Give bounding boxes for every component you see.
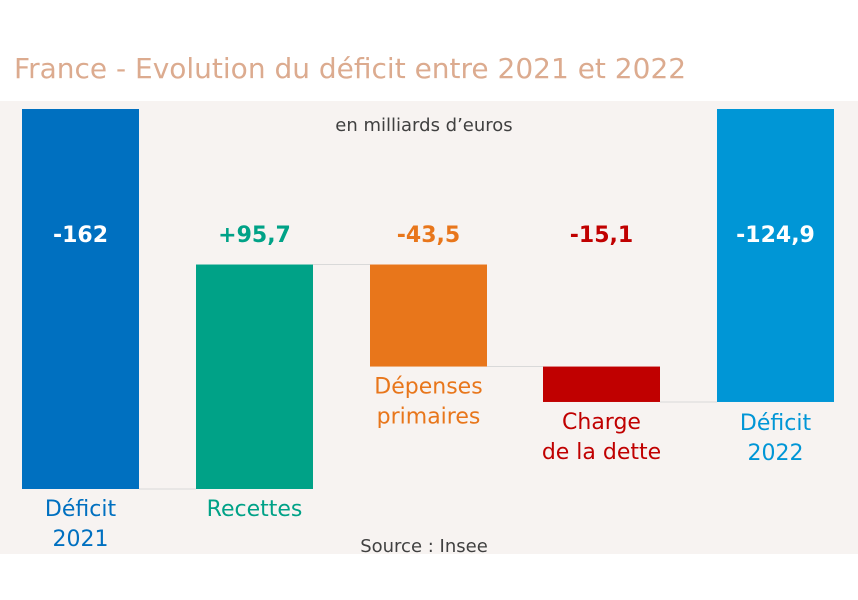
category-label-1-line-1: Déficit (45, 497, 117, 522)
category-label-2-line-1: Recettes (207, 497, 303, 522)
value-labels-group: -162 +95,7 -43,5 -15,1 -124,9 (53, 223, 815, 248)
value-label-3: -43,5 (397, 223, 460, 248)
category-label-4-line-2: de la dette (542, 440, 661, 465)
category-label-5-line-1: Déficit (740, 411, 812, 436)
bar-2 (196, 264, 313, 489)
category-label-3-line-1: Dépenses (374, 375, 482, 400)
bar-1 (22, 109, 139, 489)
category-label-1-line-2: 2021 (53, 527, 109, 552)
category-labels-group: Déficit 2021 Recettes Dépenses primaires Char… (45, 375, 812, 552)
category-label-5-line-2: 2022 (748, 441, 804, 466)
chart-title: France - Evolution du déficit entre 2021… (14, 52, 687, 85)
bars-group (22, 109, 834, 489)
bar-3 (370, 264, 487, 367)
bar-4 (543, 366, 660, 402)
source-note: Source : Insee (360, 536, 488, 557)
value-label-1: -162 (53, 223, 108, 248)
value-label-4: -15,1 (570, 223, 633, 248)
connector-lines (139, 264, 717, 490)
category-label-4-line-1: Charge (562, 410, 641, 435)
chart-subtitle: en milliards d’euros (335, 115, 512, 136)
bar-5 (717, 109, 834, 402)
category-label-3-line-2: primaires (377, 405, 481, 430)
value-label-5: -124,9 (736, 223, 815, 248)
value-label-2: +95,7 (218, 223, 291, 248)
